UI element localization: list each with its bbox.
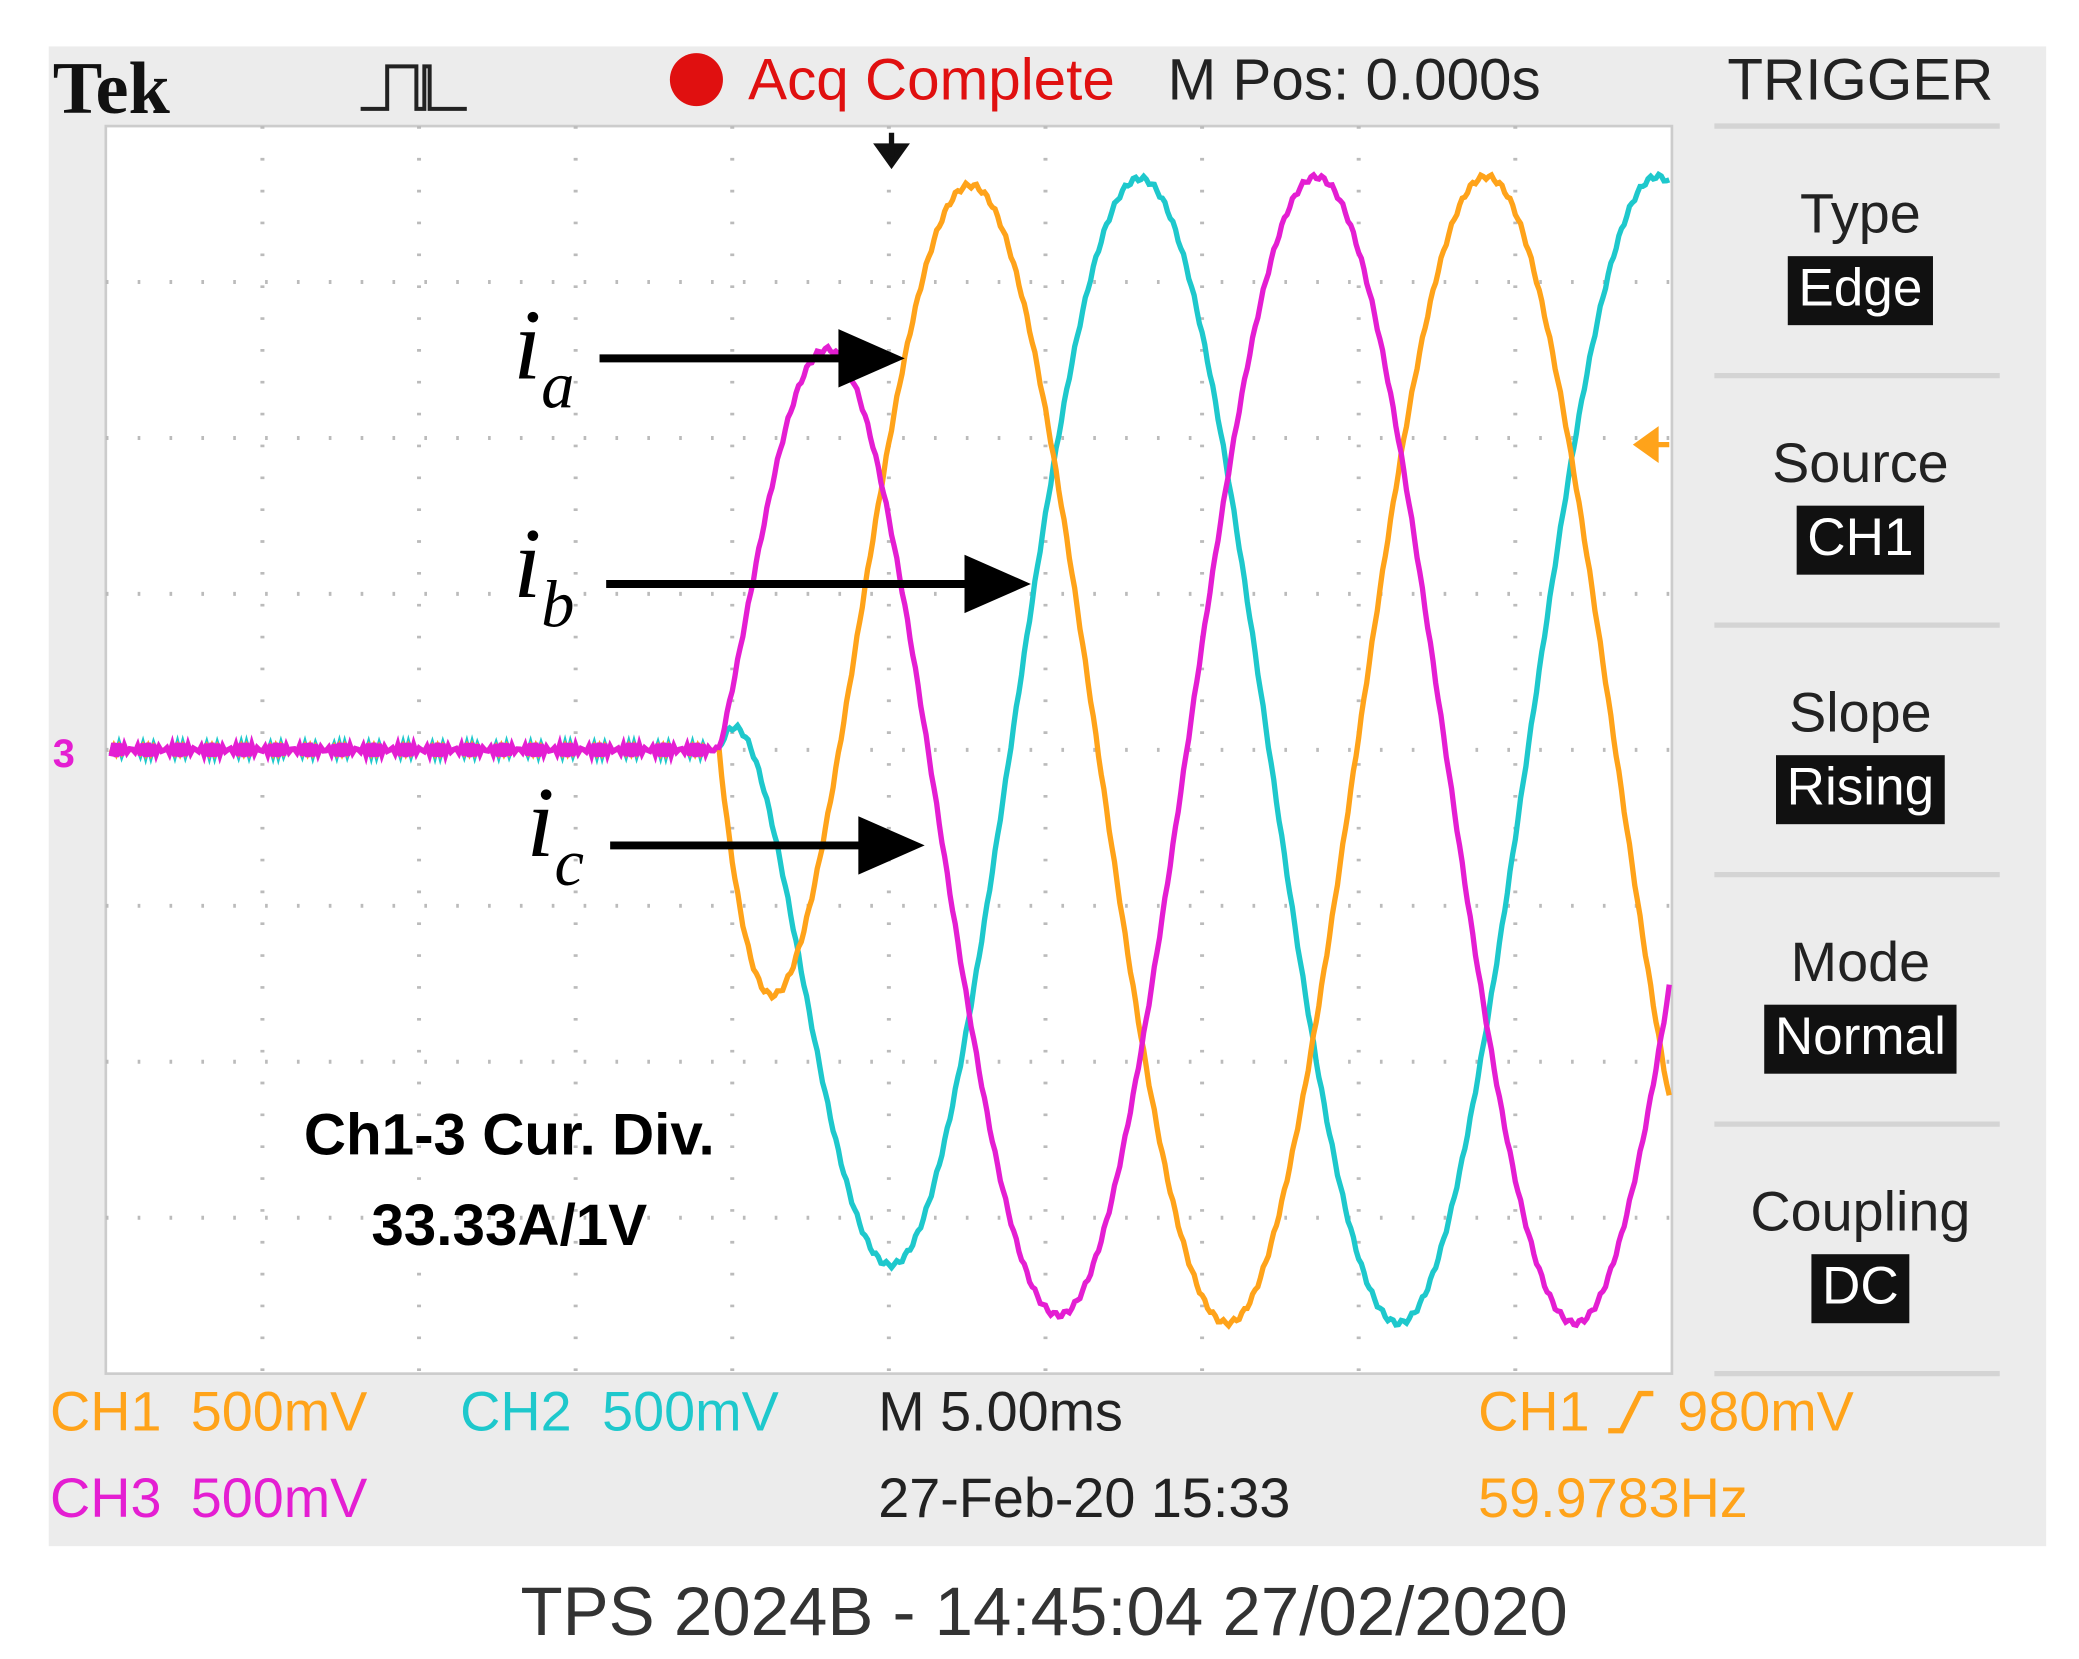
position: M Pos: 0.000s bbox=[1168, 48, 1541, 113]
channel-marker: 3 bbox=[53, 732, 75, 776]
waveform-ch3 bbox=[108, 171, 1672, 1329]
ch1-scale: 500mV bbox=[191, 1381, 368, 1443]
ch3-scale: 500mV bbox=[191, 1467, 368, 1529]
menu-label: Type bbox=[1800, 182, 1921, 244]
menu-label: Mode bbox=[1791, 931, 1930, 993]
pulse-icon bbox=[360, 64, 467, 111]
trigger-level-marker bbox=[1632, 426, 1670, 464]
menu-value: Normal bbox=[1775, 1007, 1946, 1066]
annotation-symbol: i bbox=[513, 507, 541, 619]
annotation-label: ic bbox=[527, 766, 585, 900]
menu-value: Edge bbox=[1798, 258, 1922, 317]
status-dot bbox=[669, 53, 723, 107]
menu-label: Slope bbox=[1789, 681, 1932, 743]
arrow-head bbox=[964, 554, 1031, 614]
menu-title: TRIGGER bbox=[1727, 48, 1993, 113]
menu-value: DC bbox=[1822, 1256, 1899, 1315]
annotation: ic bbox=[527, 766, 925, 900]
frequency: 59.9783Hz bbox=[1478, 1467, 1748, 1529]
arrow-head bbox=[858, 816, 925, 875]
trigger-source: CH1 bbox=[1478, 1381, 1590, 1443]
note-line: 33.33A/1V bbox=[371, 1193, 647, 1258]
annotation-symbol: i bbox=[527, 766, 555, 878]
annotation-subscript: c bbox=[555, 827, 584, 900]
footer: TPS 2024B - 14:45:04 27/02/2020 bbox=[520, 1573, 1567, 1650]
menu-label: Source bbox=[1772, 432, 1949, 494]
ch1-name: CH1 bbox=[50, 1381, 161, 1443]
menu-value-box bbox=[1776, 755, 1945, 825]
date: 27-Feb-20 15:33 bbox=[878, 1467, 1290, 1529]
menu-value: CH1 bbox=[1807, 508, 1913, 567]
ch2-name: CH2 bbox=[460, 1381, 572, 1443]
timebase: M 5.00ms bbox=[878, 1381, 1123, 1443]
status: Acq Complete bbox=[748, 48, 1115, 113]
annotation-symbol: i bbox=[513, 288, 541, 400]
menu-value-box bbox=[1787, 256, 1933, 326]
trigger-position-marker bbox=[873, 132, 910, 170]
ch3-name: CH3 bbox=[50, 1467, 161, 1529]
menu-value-box bbox=[1796, 505, 1925, 575]
annotation: ib bbox=[513, 507, 1031, 641]
annotation-label: ib bbox=[513, 507, 574, 641]
arrow-head bbox=[838, 329, 905, 388]
ch2-scale: 500mV bbox=[602, 1381, 779, 1443]
annotation-label: ia bbox=[513, 288, 574, 422]
menu-value-box bbox=[1811, 1254, 1910, 1324]
annotation: ia bbox=[513, 288, 905, 422]
menu-value-box bbox=[1764, 1004, 1957, 1074]
trigger-level: 980mV bbox=[1677, 1381, 1854, 1443]
menu-label: Coupling bbox=[1750, 1180, 1970, 1242]
brand: Tek bbox=[53, 48, 171, 130]
menu-value: Rising bbox=[1787, 757, 1935, 816]
note-line: Ch1-3 Cur. Div. bbox=[304, 1103, 715, 1168]
annotation-subscript: a bbox=[541, 349, 574, 422]
annotation-subscript: b bbox=[541, 568, 574, 641]
slope-icon bbox=[1608, 1390, 1654, 1434]
